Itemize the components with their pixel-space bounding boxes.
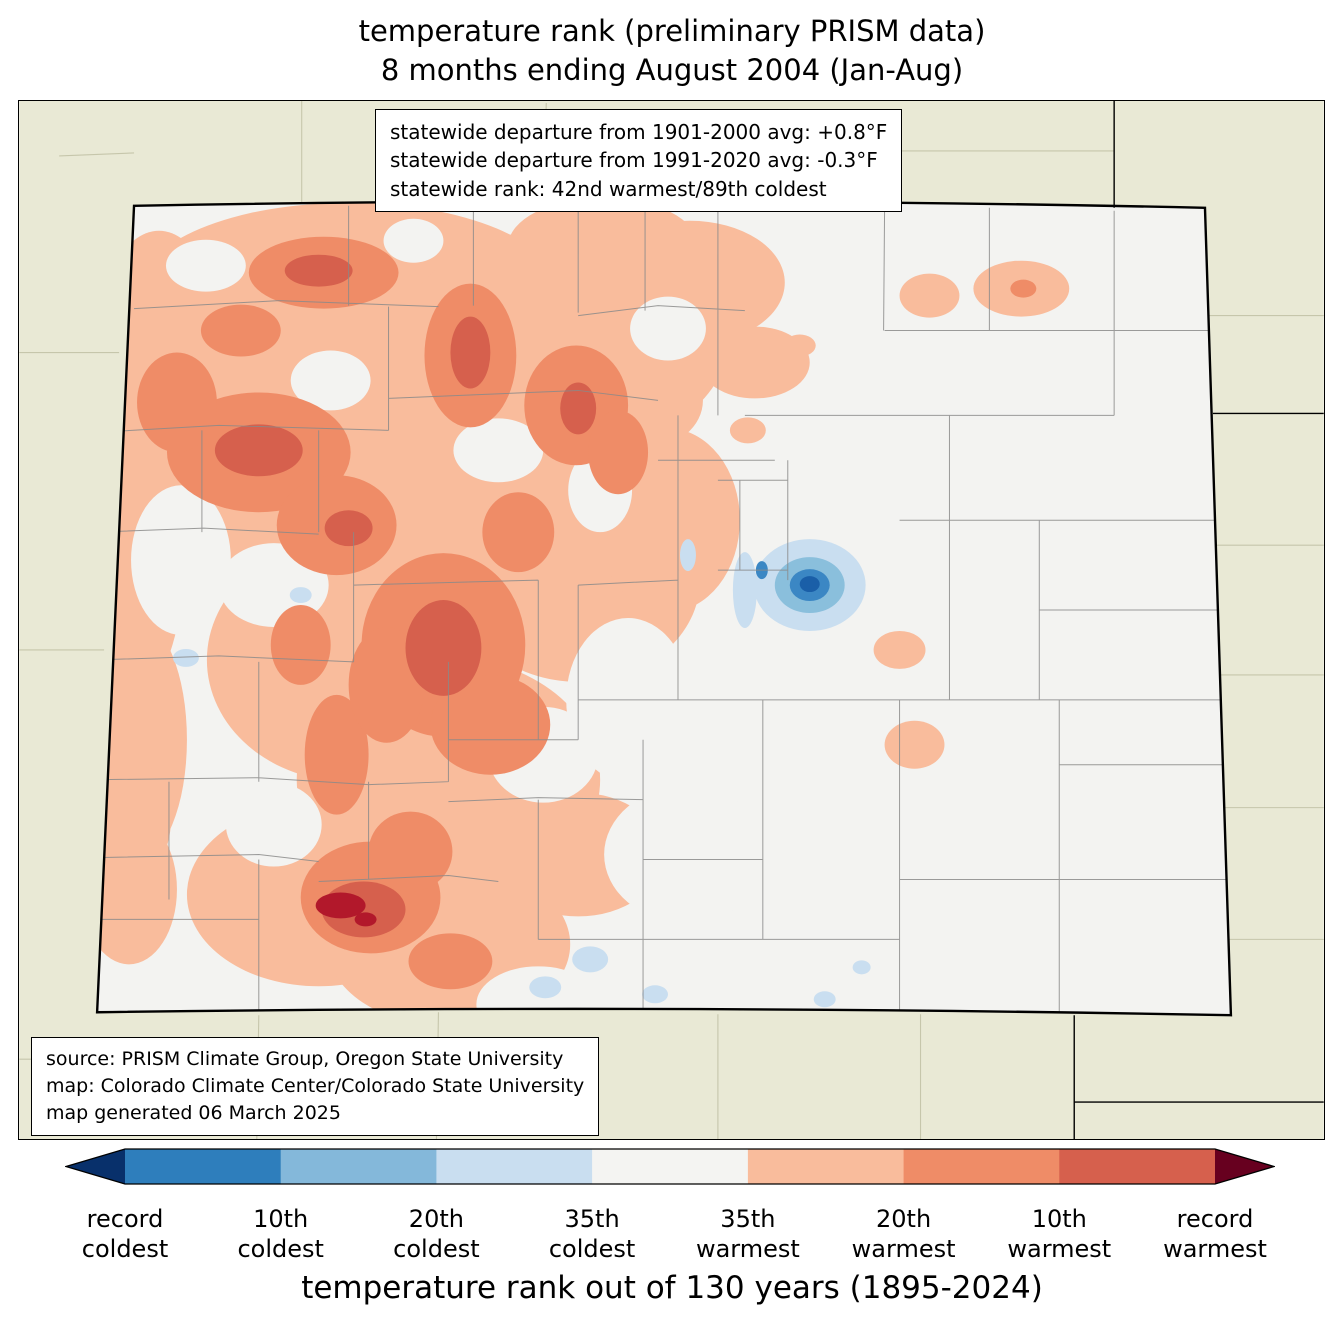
colorbar-label: 20th coldest (393, 1205, 480, 1264)
colorbar-segment (125, 1149, 282, 1184)
colorbar-outline (63, 1148, 1277, 1185)
colorbar-label: 35th warmest (695, 1205, 800, 1264)
source-line-3: map generated 06 March 2025 (46, 1101, 341, 1124)
map-frame: statewide departure from 1901-2000 avg: … (18, 100, 1325, 1140)
colorbar-label: 10th warmest (1007, 1205, 1112, 1264)
title-line-2: 8 months ending August 2004 (Jan-Aug) (380, 52, 964, 87)
colorado-rank-map (19, 101, 1324, 1139)
stats-line-1: statewide departure from 1901-2000 avg: … (390, 120, 888, 144)
coldest-core-spot (799, 576, 820, 593)
colorbar-segment (436, 1149, 593, 1184)
colorbar-label: 20th warmest (851, 1205, 956, 1264)
colorbar-segment (747, 1149, 905, 1184)
stats-box: statewide departure from 1901-2000 avg: … (375, 109, 903, 213)
page-title: temperature rank (preliminary PRISM data… (0, 12, 1344, 89)
colorbar-axis-title: temperature rank out of 130 years (1895-… (301, 1270, 1043, 1306)
county-lines (97, 205, 1228, 1016)
source-box: source: PRISM Climate Group, Oregon Stat… (31, 1037, 600, 1136)
source-line-1: source: PRISM Climate Group, Oregon Stat… (46, 1048, 564, 1070)
colorbar (63, 1148, 1277, 1185)
stats-line-2: statewide departure from 1991-2020 avg: … (390, 148, 878, 173)
colorbar-label: 35th coldest (548, 1205, 636, 1264)
colorbar-svg (63, 1148, 1277, 1185)
colorbar-left-arrow (66, 1149, 125, 1184)
colorbar-segment (903, 1149, 1060, 1184)
title-line-1: temperature rank (preliminary PRISM data… (358, 14, 986, 48)
colorbar-label: record warmest (1163, 1205, 1267, 1264)
near-record-warm-spot (315, 892, 377, 927)
source-line-2: map: Colorado Climate Center/Colorado St… (46, 1074, 585, 1097)
colorbar-right-arrow (1215, 1149, 1274, 1184)
colorbar-label: record coldest (81, 1205, 169, 1264)
stats-line-3: statewide rank: 42nd warmest/89th coldes… (390, 176, 827, 201)
colorbar-labels: record coldest 10th coldest 20th coldest 35… (65, 1204, 1275, 1268)
colorbar-label: 10th coldest (237, 1205, 324, 1264)
colorbar-segment (592, 1149, 749, 1184)
neighbor-state-borders (1073, 101, 1324, 1139)
colorbar-segment (1059, 1149, 1215, 1184)
colorbar-segment (280, 1149, 437, 1184)
